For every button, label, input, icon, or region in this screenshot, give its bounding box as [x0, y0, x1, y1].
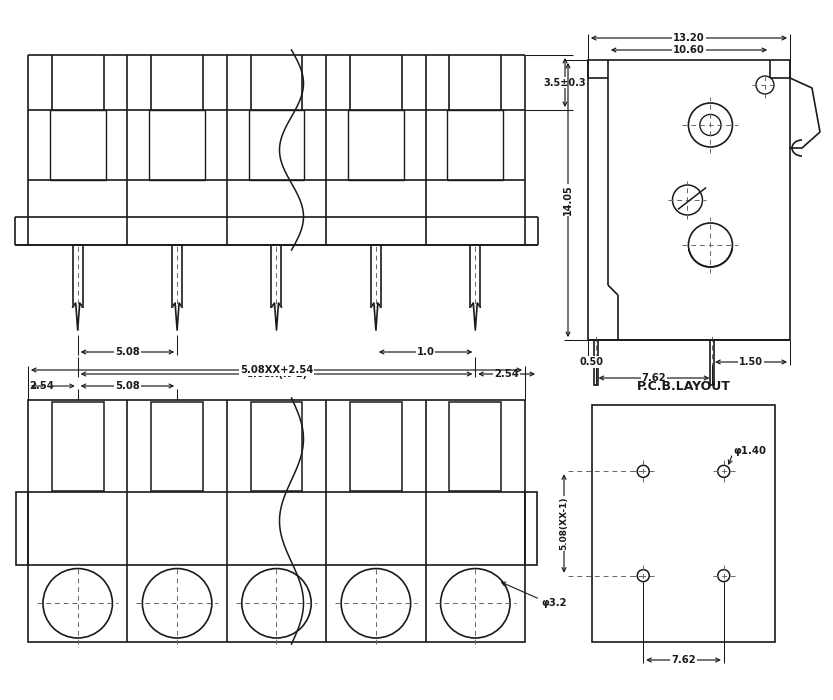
Bar — [52, 402, 103, 491]
Bar — [149, 110, 205, 180]
Bar — [588, 60, 790, 340]
Bar — [447, 110, 503, 180]
Text: 2.54: 2.54 — [494, 369, 519, 379]
Polygon shape — [72, 303, 82, 330]
Bar — [594, 340, 597, 385]
Bar — [350, 402, 402, 491]
Bar — [28, 400, 525, 642]
Text: 5.08: 5.08 — [115, 347, 140, 357]
Polygon shape — [471, 303, 481, 330]
Bar — [272, 245, 282, 307]
Polygon shape — [172, 303, 182, 330]
Text: 7.62: 7.62 — [671, 655, 696, 665]
Bar — [50, 110, 106, 180]
Text: 5.08: 5.08 — [115, 381, 140, 391]
Bar — [152, 402, 203, 491]
Text: P.C.B.LAYOUT: P.C.B.LAYOUT — [636, 381, 731, 393]
Bar — [348, 110, 404, 180]
Text: 5.08XX+2.54: 5.08XX+2.54 — [240, 365, 313, 375]
Bar — [450, 402, 501, 491]
Bar — [172, 245, 182, 307]
Bar — [525, 492, 537, 565]
Polygon shape — [371, 303, 381, 330]
Bar — [249, 110, 304, 180]
Text: 13.20: 13.20 — [673, 33, 705, 43]
Text: 10.60: 10.60 — [673, 45, 705, 55]
Bar — [711, 340, 714, 385]
Polygon shape — [272, 303, 282, 330]
Bar — [471, 245, 481, 307]
Bar — [592, 405, 775, 642]
Text: 5.08(XX-1): 5.08(XX-1) — [560, 497, 568, 550]
Bar — [72, 245, 82, 307]
Text: 7.62: 7.62 — [641, 373, 666, 383]
Text: 2.54: 2.54 — [29, 381, 54, 391]
Text: 3.5±0.3: 3.5±0.3 — [544, 78, 586, 88]
Text: φ1.40: φ1.40 — [734, 447, 766, 456]
Bar — [16, 492, 28, 565]
Text: 14.05: 14.05 — [563, 185, 573, 216]
Text: 0.50: 0.50 — [580, 357, 604, 367]
Text: 1.50: 1.50 — [739, 357, 763, 367]
Text: φ3.2: φ3.2 — [541, 598, 566, 608]
Bar — [371, 245, 381, 307]
Text: 1.0: 1.0 — [416, 347, 435, 357]
Bar — [251, 402, 302, 491]
Text: 5.08X(N-1): 5.08X(N-1) — [246, 369, 307, 379]
